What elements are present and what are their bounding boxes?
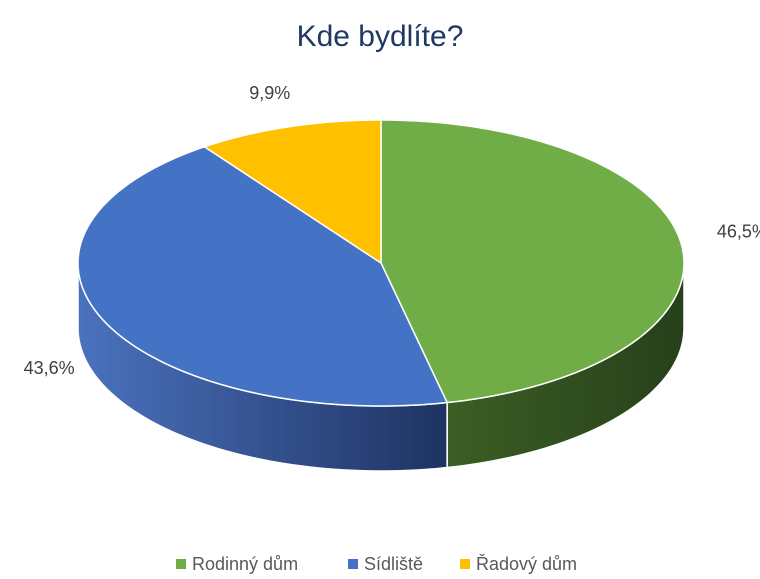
legend-swatch <box>460 559 470 569</box>
slice <box>380 119 685 404</box>
legend-label: Řadový dům <box>476 554 577 574</box>
legend-swatch <box>348 559 358 569</box>
slice <box>77 145 449 407</box>
chart-title: Kde bydlíte? <box>297 20 464 53</box>
data-label: 46,5% <box>717 222 760 242</box>
data-label: 9,9% <box>249 83 290 103</box>
slice <box>202 119 382 265</box>
legend-label: Rodinný dům <box>192 554 298 574</box>
legend-swatch <box>176 559 186 569</box>
data-label: 43,6% <box>24 358 75 378</box>
legend-label: Sídliště <box>364 554 423 574</box>
